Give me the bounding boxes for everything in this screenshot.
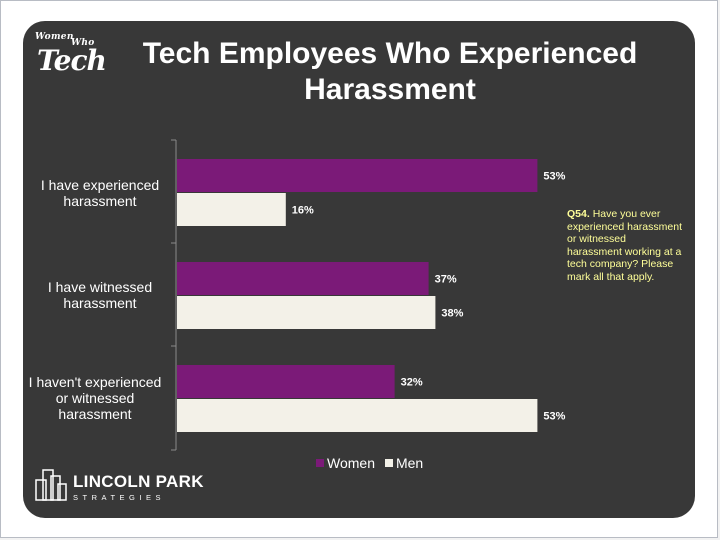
legend-item-men: Men (384, 455, 424, 471)
bar-women-2 (177, 365, 395, 398)
legend-label-men: Men (395, 455, 424, 471)
bar-women-0 (177, 159, 538, 192)
bar-women-1 (177, 262, 429, 295)
category-label-neither: I haven't experienced or witnessed haras… (28, 374, 162, 422)
legend-swatch-men (384, 459, 393, 467)
logo-word-tech: Tech (37, 44, 107, 77)
logo-word-women: Women (35, 32, 74, 42)
legend-item-women: Women (316, 455, 375, 471)
legend-label-women: Women (327, 455, 375, 471)
question-number: Q54. (567, 208, 590, 220)
bar-men-1 (177, 296, 436, 329)
data-label-men-0: 16% (292, 205, 314, 217)
data-label-men-2: 53% (543, 411, 565, 423)
data-label-women-2: 32% (401, 377, 423, 389)
question-text: Have you ever experienced harassment or … (567, 208, 682, 283)
category-label-experienced: I have experienced harassment (40, 177, 160, 209)
lincoln-park-sub: STRATEGIES (73, 493, 165, 502)
chart-title: Tech Employees Who Experienced Harassmen… (142, 37, 638, 106)
lincoln-park-name: LINCOLN PARK (73, 472, 204, 491)
logo-word-who: Who (71, 38, 95, 48)
bar-men-2 (177, 399, 538, 432)
data-label-women-1: 37% (435, 274, 457, 286)
data-label-women-0: 53% (543, 171, 565, 183)
question-note: Q54. Have you ever experienced harassmen… (567, 208, 682, 283)
legend-swatch-women (316, 459, 324, 467)
women-who-tech-logo: Women Who Tech (33, 30, 107, 80)
chart-legend: Women Men (316, 455, 433, 471)
buildings-icon (35, 469, 67, 501)
category-label-witnessed: I have witnessed harassment (47, 279, 153, 311)
data-label-men-1: 38% (441, 308, 463, 320)
bar-men-0 (177, 193, 286, 226)
